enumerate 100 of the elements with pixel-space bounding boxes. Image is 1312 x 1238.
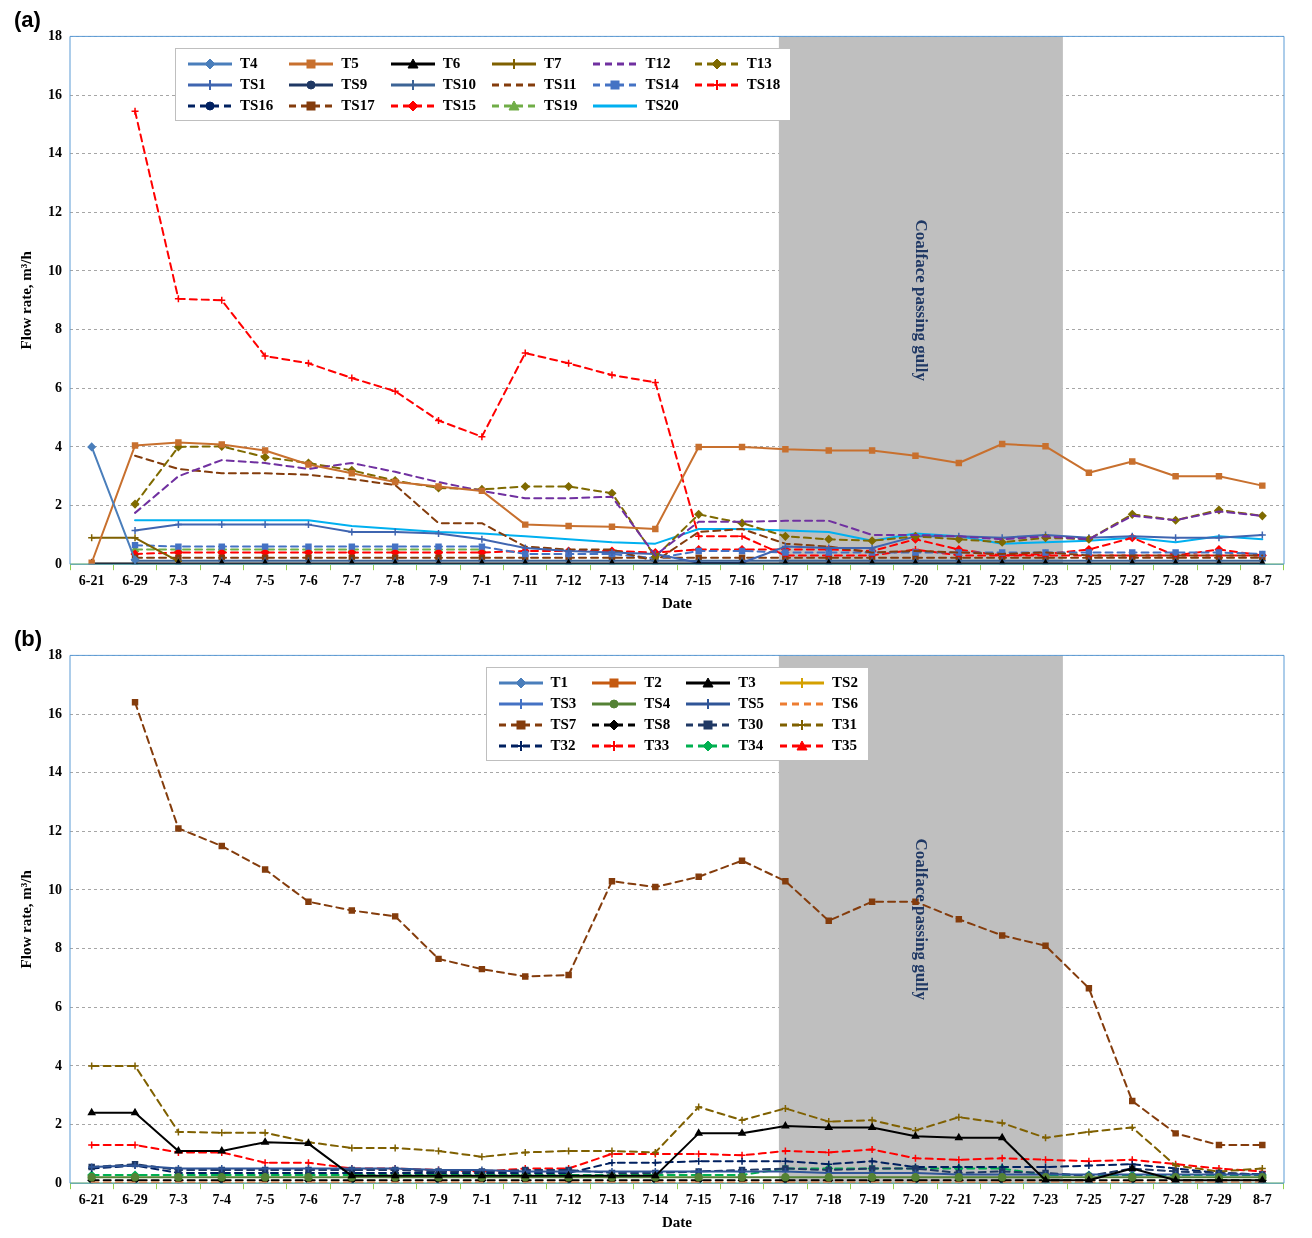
y-tick-label: 10 bbox=[48, 262, 62, 278]
y-tick-label: 18 bbox=[48, 647, 62, 663]
x-tick-label: 7-14 bbox=[642, 1192, 669, 1208]
y-axis-title: Flow rate, m³/h bbox=[17, 869, 34, 969]
y-tick-label: 18 bbox=[48, 28, 62, 44]
x-tick-label: 7-8 bbox=[385, 1192, 405, 1208]
legend-label: TS5 bbox=[738, 695, 765, 713]
x-axis-title: Date bbox=[662, 1213, 693, 1230]
x-tick-label: 7-15 bbox=[685, 573, 712, 589]
x-tick-label: 7-16 bbox=[729, 1192, 755, 1208]
x-tick-label: 7-13 bbox=[599, 573, 625, 589]
x-tick-label: 7-17 bbox=[772, 573, 799, 589]
legend-label: T4 bbox=[240, 55, 258, 73]
y-tick-label: 6 bbox=[55, 998, 62, 1014]
x-tick-label: 7-20 bbox=[902, 1192, 929, 1208]
x-tick-label: 7-20 bbox=[902, 573, 929, 589]
x-tick-label: 7-19 bbox=[859, 1192, 885, 1208]
x-tick-label: 7-27 bbox=[1119, 573, 1146, 589]
x-tick-label: 7-21 bbox=[945, 1192, 972, 1208]
x-tick-label: 7-14 bbox=[642, 573, 669, 589]
legend-label: T6 bbox=[442, 55, 461, 73]
x-tick-label: 7-18 bbox=[815, 573, 842, 589]
legend-label: T5 bbox=[341, 55, 359, 73]
x-tick-label: 7-12 bbox=[555, 1192, 582, 1208]
y-tick-label: 14 bbox=[48, 145, 62, 161]
legend-label: T32 bbox=[550, 737, 576, 755]
legend-label: TS1 bbox=[240, 76, 266, 94]
x-tick-label: 7-16 bbox=[729, 573, 755, 589]
legend-label: T13 bbox=[746, 55, 772, 73]
x-tick-label: 7-7 bbox=[342, 573, 362, 589]
x-tick-label: 8-7 bbox=[1252, 573, 1272, 589]
y-tick-label: 8 bbox=[55, 940, 62, 956]
x-tick-label: 7-13 bbox=[599, 1192, 625, 1208]
y-tick-label: 16 bbox=[48, 705, 62, 721]
y-tick-label: 0 bbox=[55, 555, 62, 571]
y-tick-label: 12 bbox=[48, 203, 62, 219]
x-tick-label: 7-22 bbox=[989, 1192, 1016, 1208]
x-tick-label: 7-23 bbox=[1032, 573, 1059, 589]
x-tick-label: 7-4 bbox=[212, 1192, 232, 1208]
x-tick-label: 7-23 bbox=[1032, 1192, 1059, 1208]
legend-label: T2 bbox=[644, 674, 662, 692]
y-tick-label: 12 bbox=[48, 822, 62, 838]
y-tick-label: 0 bbox=[55, 1174, 62, 1190]
x-tick-label: 6-29 bbox=[122, 1192, 148, 1208]
legend-label: T30 bbox=[738, 716, 764, 734]
legend-label: T7 bbox=[544, 55, 562, 73]
x-tick-label: 7-11 bbox=[512, 1192, 538, 1208]
x-tick-label: 7-6 bbox=[299, 573, 318, 589]
y-tick-label: 6 bbox=[55, 379, 62, 395]
x-tick-label: 7-9 bbox=[429, 1192, 448, 1208]
legend-label: T33 bbox=[644, 737, 670, 755]
y-tick-label: 14 bbox=[48, 764, 62, 780]
legend-label: TS19 bbox=[544, 97, 578, 115]
legend-label: T35 bbox=[832, 737, 858, 755]
x-tick-label: 7-5 bbox=[255, 1192, 275, 1208]
x-tick-label: 7-19 bbox=[859, 573, 885, 589]
legend-label: TS10 bbox=[442, 76, 477, 94]
chart-title: (b) bbox=[14, 626, 43, 652]
legend-label: TS18 bbox=[746, 76, 781, 94]
legend-label: TS8 bbox=[644, 716, 671, 734]
chart-title: (a) bbox=[14, 7, 41, 33]
legend-label: TS20 bbox=[645, 97, 679, 115]
band-label: Coalface passing gully bbox=[912, 838, 932, 1001]
x-tick-label: 7-29 bbox=[1206, 573, 1232, 589]
legend-label: TS6 bbox=[832, 695, 858, 713]
x-tick-label: 7-1 bbox=[472, 573, 492, 589]
legend-label: TS16 bbox=[240, 97, 274, 115]
x-tick-label: 7-6 bbox=[299, 1192, 318, 1208]
x-tick-label: 7-28 bbox=[1162, 1192, 1189, 1208]
x-tick-label: 6-29 bbox=[122, 573, 148, 589]
x-tick-label: 7-28 bbox=[1162, 573, 1189, 589]
x-axis-title: Date bbox=[662, 594, 693, 611]
y-axis-title: Flow rate, m³/h bbox=[17, 250, 34, 350]
y-tick-label: 2 bbox=[55, 497, 62, 513]
x-tick-label: 7-15 bbox=[685, 1192, 712, 1208]
y-tick-label: 4 bbox=[55, 1057, 62, 1073]
y-tick-label: 10 bbox=[48, 881, 62, 897]
x-tick-label: 7-17 bbox=[772, 1192, 799, 1208]
legend-label: TS11 bbox=[544, 76, 577, 94]
x-tick-label: 7-5 bbox=[255, 573, 275, 589]
legend-label: TS4 bbox=[644, 695, 671, 713]
x-tick-label: 6-21 bbox=[78, 1192, 105, 1208]
legend-label: TS17 bbox=[341, 97, 375, 115]
x-tick-label: 7-8 bbox=[385, 573, 405, 589]
x-tick-label: 7-12 bbox=[555, 573, 582, 589]
x-tick-label: 6-21 bbox=[78, 573, 105, 589]
x-tick-label: 7-3 bbox=[169, 573, 188, 589]
x-tick-label: 7-29 bbox=[1206, 1192, 1232, 1208]
x-tick-label: 7-22 bbox=[989, 573, 1016, 589]
legend-label: T34 bbox=[738, 737, 764, 755]
y-tick-label: 16 bbox=[48, 86, 62, 102]
x-tick-label: 7-11 bbox=[512, 573, 538, 589]
y-tick-label: 4 bbox=[55, 438, 62, 454]
x-tick-label: 7-3 bbox=[169, 1192, 188, 1208]
x-tick-label: 7-25 bbox=[1076, 573, 1102, 589]
legend-label: T12 bbox=[645, 55, 671, 73]
y-tick-label: 2 bbox=[55, 1116, 62, 1132]
legend-label: TS7 bbox=[550, 716, 577, 734]
legend-label: TS9 bbox=[341, 76, 368, 94]
x-tick-label: 8-7 bbox=[1252, 1192, 1272, 1208]
